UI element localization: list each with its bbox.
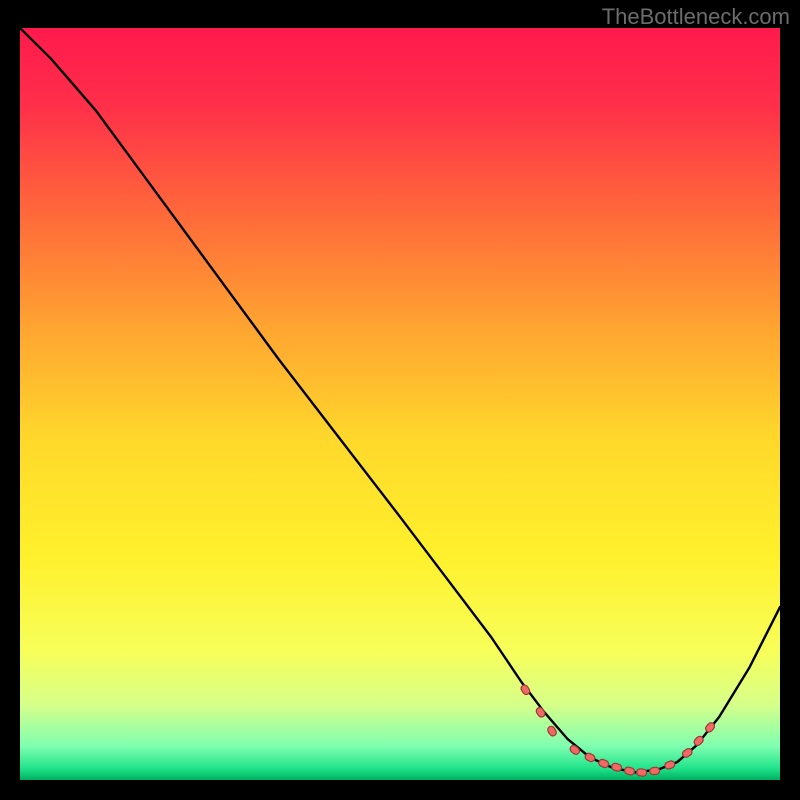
bottleneck-curve-chart: [0, 0, 800, 800]
marker-point: [649, 767, 660, 775]
chart-outer-frame: TheBottleneck.com: [0, 0, 800, 800]
marker-point: [636, 768, 647, 776]
plot-background: [20, 28, 780, 780]
